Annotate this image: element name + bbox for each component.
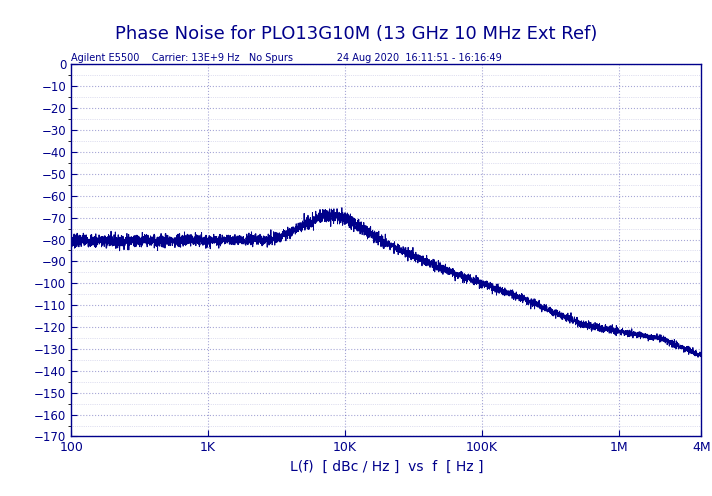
- Text: Phase Noise for PLO13G10M (13 GHz 10 MHz Ext Ref): Phase Noise for PLO13G10M (13 GHz 10 MHz…: [115, 25, 597, 43]
- X-axis label: L(f)  [ dBc / Hz ]  vs  f  [ Hz ]: L(f) [ dBc / Hz ] vs f [ Hz ]: [290, 460, 483, 474]
- Text: Agilent E5500    Carrier: 13E+9 Hz   No Spurs              24 Aug 2020  16:11:51: Agilent E5500 Carrier: 13E+9 Hz No Spurs…: [71, 54, 502, 63]
